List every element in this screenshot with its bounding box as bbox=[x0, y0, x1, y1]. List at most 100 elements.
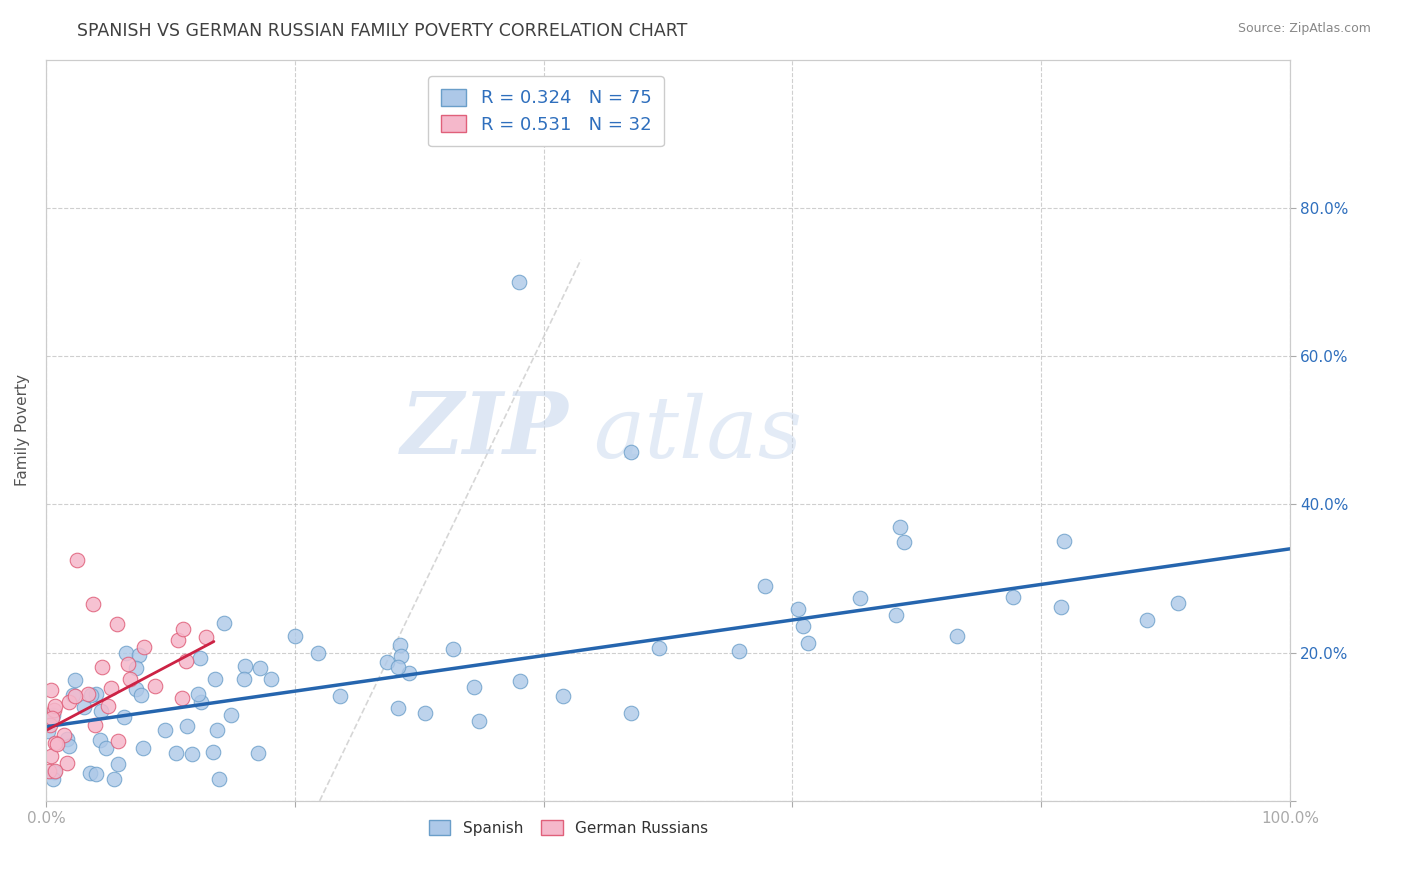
Point bbox=[132, 640, 155, 654]
Point bbox=[125, 682, 148, 697]
Point bbox=[413, 706, 436, 720]
Point bbox=[83, 717, 105, 731]
Point bbox=[190, 695, 212, 709]
Point bbox=[797, 636, 820, 650]
Point bbox=[212, 616, 235, 631]
Point bbox=[187, 687, 209, 701]
Point bbox=[165, 746, 187, 760]
Point bbox=[388, 638, 411, 652]
Point bbox=[284, 629, 307, 643]
Point bbox=[893, 534, 915, 549]
Point bbox=[792, 619, 814, 633]
Point bbox=[66, 553, 89, 567]
Point bbox=[509, 673, 531, 688]
Point bbox=[84, 687, 107, 701]
Point bbox=[44, 736, 66, 750]
Point bbox=[329, 689, 352, 703]
Point bbox=[946, 628, 969, 642]
Point bbox=[55, 756, 77, 770]
Point bbox=[77, 687, 100, 701]
Point bbox=[176, 718, 198, 732]
Point bbox=[62, 689, 84, 703]
Point bbox=[884, 607, 907, 622]
Point bbox=[132, 740, 155, 755]
Point bbox=[115, 646, 138, 660]
Point bbox=[232, 672, 254, 686]
Point bbox=[42, 772, 65, 786]
Point bbox=[205, 723, 228, 737]
Point bbox=[53, 728, 76, 742]
Point bbox=[112, 710, 135, 724]
Point bbox=[80, 688, 103, 702]
Point bbox=[170, 690, 193, 705]
Point bbox=[889, 520, 911, 534]
Legend: Spanish, German Russians: Spanish, German Russians bbox=[420, 811, 717, 845]
Point bbox=[107, 756, 129, 771]
Point bbox=[105, 616, 128, 631]
Point bbox=[620, 445, 643, 459]
Point bbox=[41, 708, 63, 723]
Point bbox=[41, 711, 63, 725]
Point bbox=[155, 723, 177, 738]
Point bbox=[39, 682, 62, 697]
Point bbox=[89, 733, 111, 747]
Point bbox=[39, 748, 62, 763]
Point bbox=[58, 739, 80, 753]
Text: atlas: atlas bbox=[593, 392, 803, 475]
Point bbox=[42, 764, 65, 779]
Point bbox=[42, 703, 65, 717]
Point bbox=[1049, 599, 1071, 614]
Point bbox=[90, 704, 112, 718]
Point bbox=[1167, 596, 1189, 610]
Point bbox=[107, 734, 129, 748]
Point bbox=[387, 660, 409, 674]
Point bbox=[754, 579, 776, 593]
Point bbox=[128, 648, 150, 662]
Point bbox=[194, 630, 217, 644]
Point bbox=[94, 741, 117, 756]
Point bbox=[63, 673, 86, 688]
Point bbox=[56, 731, 79, 746]
Point bbox=[1001, 590, 1024, 604]
Point bbox=[307, 646, 329, 660]
Point bbox=[73, 700, 96, 714]
Point bbox=[1136, 613, 1159, 627]
Point bbox=[375, 656, 398, 670]
Point bbox=[58, 695, 80, 709]
Point bbox=[167, 632, 190, 647]
Point bbox=[63, 689, 86, 703]
Point bbox=[44, 698, 66, 713]
Point bbox=[398, 666, 420, 681]
Point bbox=[728, 643, 751, 657]
Point bbox=[129, 688, 152, 702]
Point bbox=[117, 657, 139, 671]
Point bbox=[441, 641, 464, 656]
Y-axis label: Family Poverty: Family Poverty bbox=[15, 375, 30, 486]
Point bbox=[219, 707, 242, 722]
Point bbox=[100, 681, 122, 695]
Point bbox=[208, 772, 231, 786]
Text: SPANISH VS GERMAN RUSSIAN FAMILY POVERTY CORRELATION CHART: SPANISH VS GERMAN RUSSIAN FAMILY POVERTY… bbox=[77, 22, 688, 40]
Point bbox=[103, 772, 125, 786]
Point bbox=[84, 766, 107, 780]
Point bbox=[181, 747, 204, 761]
Point bbox=[648, 640, 671, 655]
Point bbox=[118, 672, 141, 686]
Point bbox=[38, 764, 60, 779]
Point bbox=[787, 602, 810, 616]
Point bbox=[259, 672, 281, 686]
Point bbox=[849, 591, 872, 606]
Point bbox=[249, 661, 271, 675]
Point bbox=[143, 679, 166, 693]
Point bbox=[1052, 533, 1074, 548]
Point bbox=[463, 680, 485, 694]
Point bbox=[389, 649, 412, 664]
Point bbox=[188, 650, 211, 665]
Point bbox=[202, 746, 225, 760]
Point bbox=[204, 673, 226, 687]
Point bbox=[37, 724, 59, 739]
Point bbox=[82, 598, 104, 612]
Text: ZIP: ZIP bbox=[401, 389, 568, 472]
Point bbox=[620, 706, 643, 721]
Point bbox=[468, 714, 491, 728]
